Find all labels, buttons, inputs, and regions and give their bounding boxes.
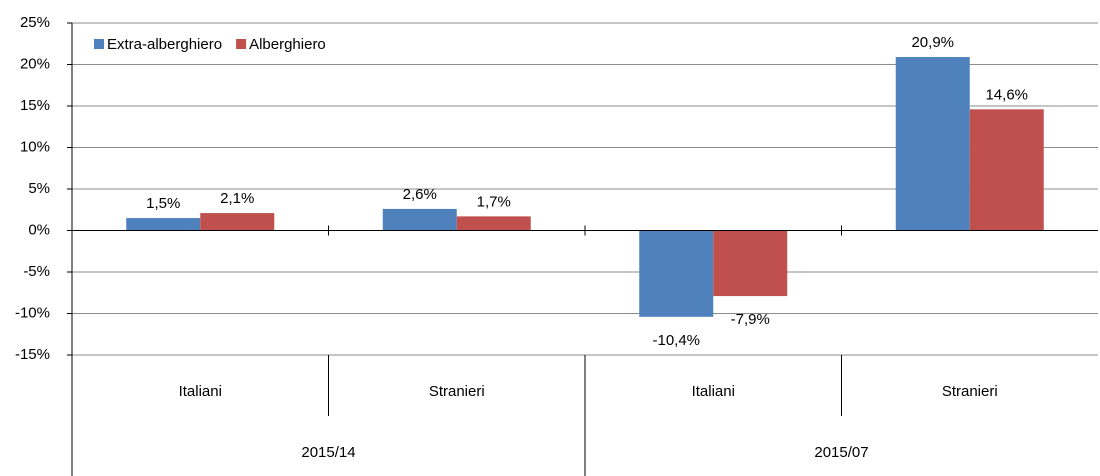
- y-tick-label: -10%: [15, 304, 50, 321]
- y-tick-label: -15%: [15, 346, 50, 363]
- x-tick-label: Stranieri: [942, 383, 998, 400]
- bar: [200, 213, 275, 231]
- bar: [456, 216, 531, 231]
- group-label: 2015/14: [301, 444, 355, 461]
- value-label: 1,7%: [477, 193, 511, 210]
- legend-swatch: [236, 39, 247, 49]
- bar: [713, 230, 788, 297]
- x-tick-label: Italiani: [179, 383, 222, 400]
- value-label: 2,6%: [403, 186, 437, 203]
- bar: [382, 208, 457, 231]
- bar: [639, 230, 714, 317]
- legend-label: Extra-alberghiero: [107, 36, 222, 53]
- value-label: 14,6%: [985, 86, 1028, 103]
- group-label: 2015/07: [814, 444, 868, 461]
- value-label: -7,9%: [731, 311, 770, 328]
- value-label: -10,4%: [652, 332, 700, 349]
- value-label: 2,1%: [220, 190, 254, 207]
- y-tick-label: 20%: [20, 55, 50, 72]
- x-tick-label: Stranieri: [429, 383, 485, 400]
- y-tick-label: 15%: [20, 97, 50, 114]
- value-label: 1,5%: [146, 195, 180, 212]
- bar: [895, 57, 970, 231]
- legend-label: Alberghiero: [249, 36, 326, 53]
- y-tick-label: 25%: [20, 14, 50, 31]
- y-tick-label: -5%: [23, 263, 50, 280]
- bar: [969, 109, 1044, 231]
- y-tick-label: 10%: [20, 138, 50, 155]
- value-label: 20,9%: [911, 34, 954, 51]
- y-tick-label: 5%: [28, 180, 50, 197]
- y-tick-label: 0%: [28, 221, 50, 238]
- x-tick-label: Italiani: [692, 383, 735, 400]
- legend-swatch: [94, 39, 104, 49]
- bar: [126, 218, 201, 231]
